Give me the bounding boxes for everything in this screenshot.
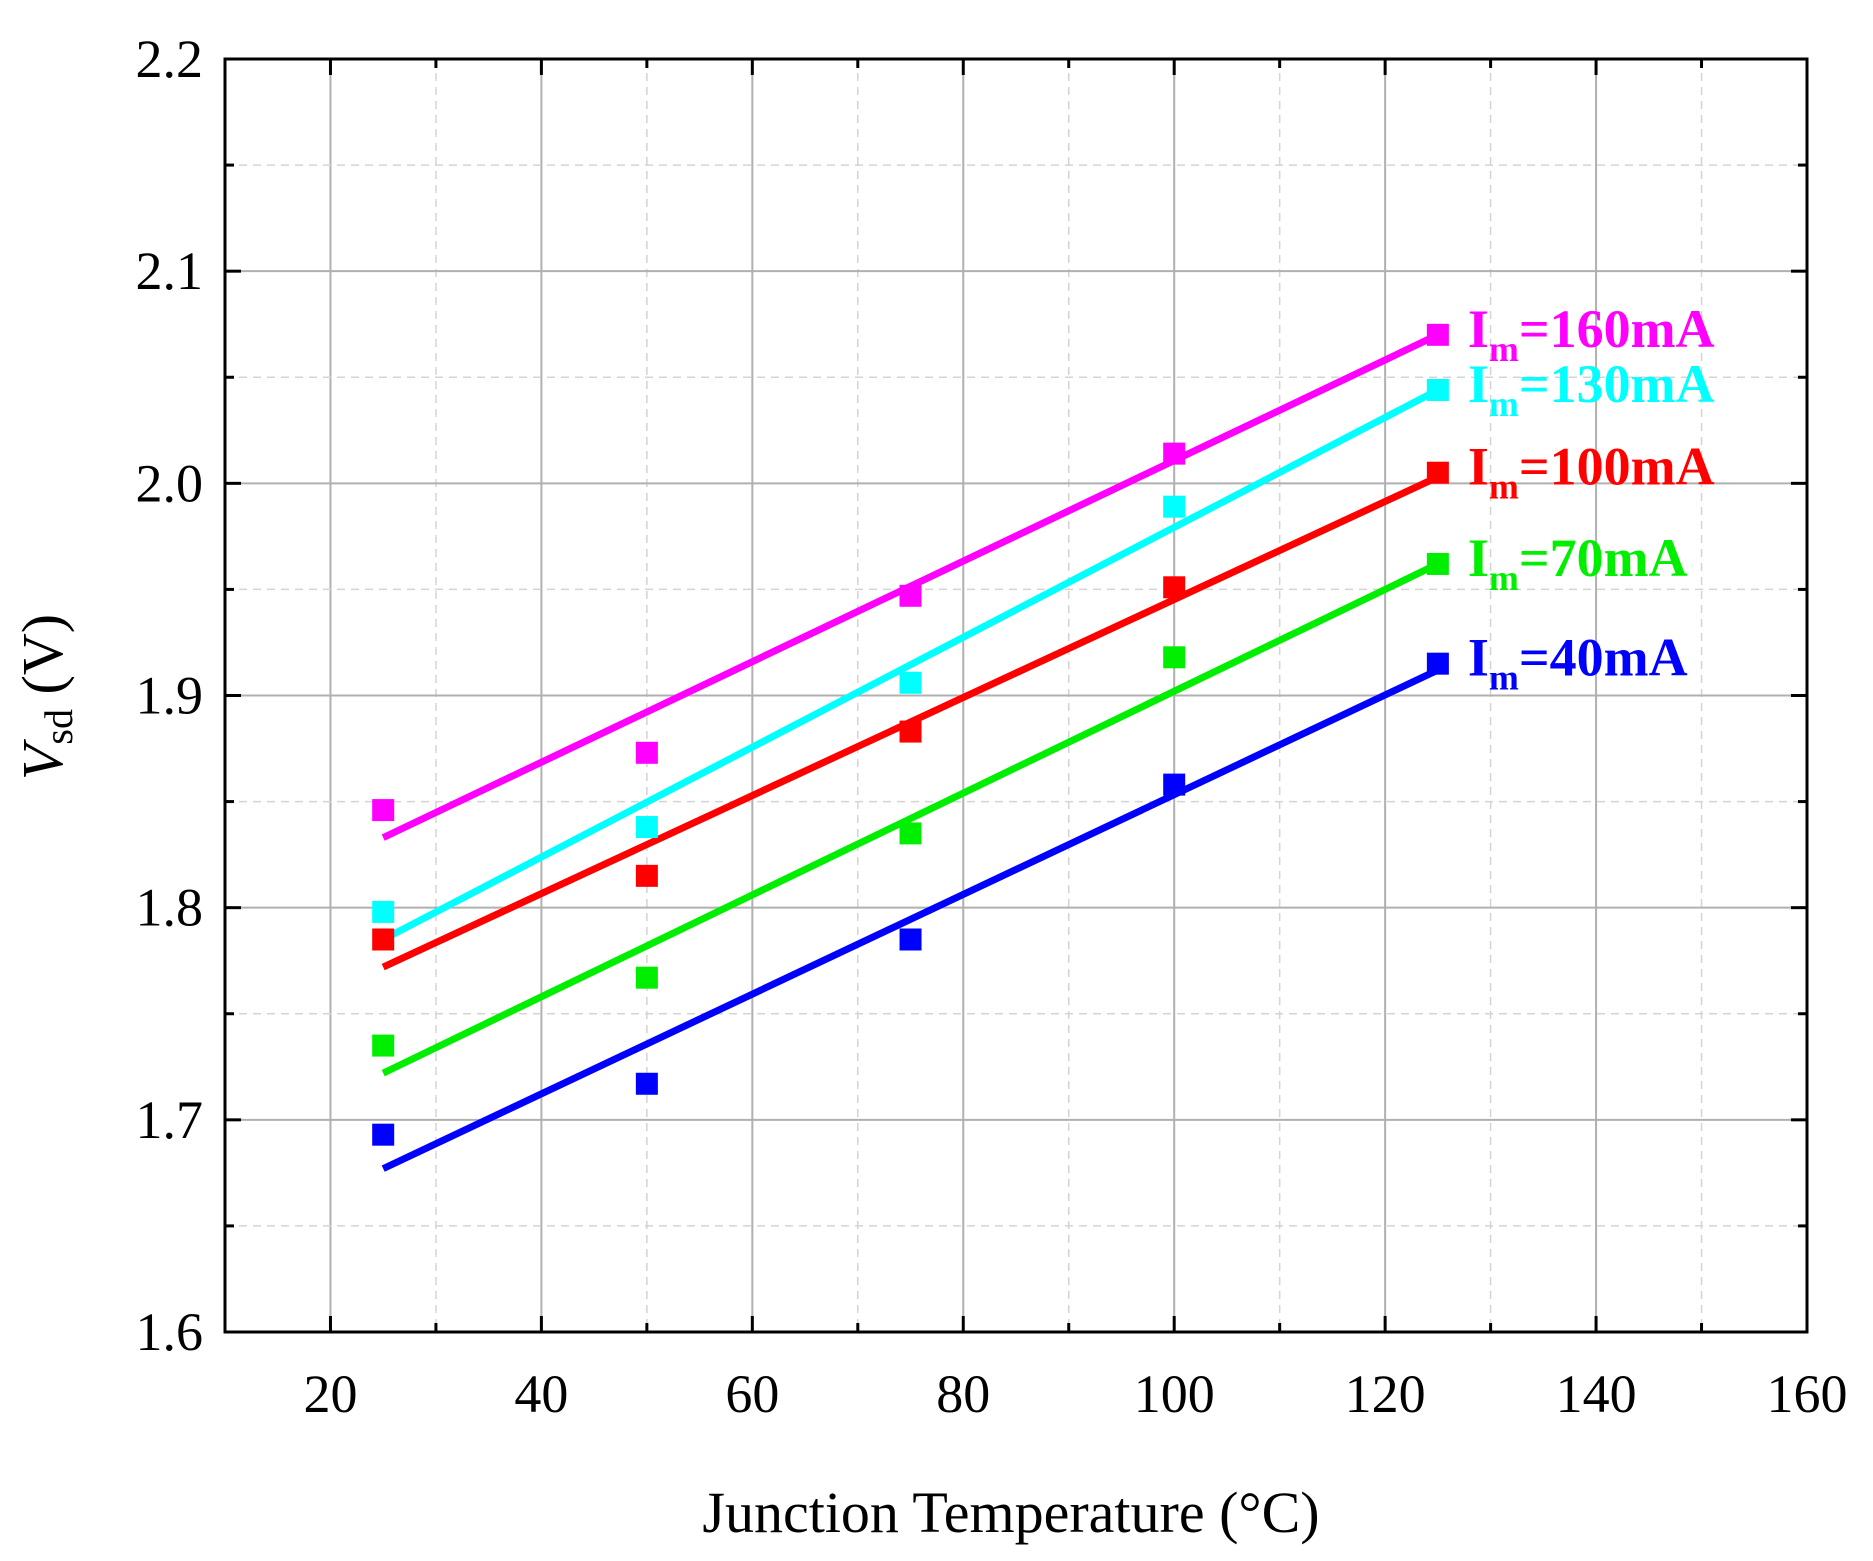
legend-label-main: I xyxy=(1468,354,1489,414)
legend-label-sub: m xyxy=(1489,467,1519,507)
y-axis-title: Vsd (V) xyxy=(10,614,81,780)
data-point-Im=160mA xyxy=(1163,442,1186,465)
data-point-Im=40mA xyxy=(1426,652,1449,675)
legend-label-main: I xyxy=(1468,437,1489,497)
legend-label-Im=40mA: Im=40mA xyxy=(1468,628,1688,698)
fit-line-Im=130mA xyxy=(381,386,1440,943)
legend-label-Im=70mA: Im=70mA xyxy=(1468,528,1688,598)
data-point-Im=130mA xyxy=(899,671,922,694)
data-point-Im=40mA xyxy=(372,1123,395,1146)
data-point-Im=70mA xyxy=(1163,646,1186,669)
legend-label-sub: m xyxy=(1489,384,1519,424)
legend-label-main: I xyxy=(1468,528,1489,588)
fit-line-Im=70mA xyxy=(381,560,1440,1077)
data-points xyxy=(372,323,1449,1146)
data-point-Im=160mA xyxy=(635,741,658,764)
x-tick-label: 20 xyxy=(303,1364,357,1424)
data-point-Im=100mA xyxy=(372,928,395,951)
data-point-Im=70mA xyxy=(899,822,922,845)
y-tick-label: 1.8 xyxy=(136,878,204,938)
y-tick-label: 1.7 xyxy=(136,1090,204,1150)
y-axis-title-sub: sd xyxy=(36,709,81,745)
data-point-Im=40mA xyxy=(635,1072,658,1095)
axis-ticks xyxy=(225,59,1807,1332)
y-tick-label: 1.6 xyxy=(136,1302,204,1362)
x-tick-label: 140 xyxy=(1556,1364,1637,1424)
x-tick-label: 60 xyxy=(725,1364,779,1424)
data-point-Im=70mA xyxy=(372,1034,395,1057)
data-point-Im=100mA xyxy=(635,864,658,887)
data-point-Im=40mA xyxy=(1163,773,1186,796)
data-point-Im=160mA xyxy=(899,584,922,607)
data-point-Im=100mA xyxy=(899,720,922,743)
y-tick-label: 1.9 xyxy=(136,666,204,726)
data-point-Im=130mA xyxy=(1163,495,1186,518)
y-axis-title-main: V xyxy=(10,738,75,780)
legend-label-Im=130mA: Im=130mA xyxy=(1468,354,1715,424)
grid xyxy=(225,59,1807,1332)
legend-label-sub: m xyxy=(1489,658,1519,698)
data-point-Im=100mA xyxy=(1426,461,1449,484)
x-axis-title: Junction Temperature (°C) xyxy=(702,1480,1319,1545)
legend-label-rest: =100mA xyxy=(1519,437,1715,497)
x-tick-label: 160 xyxy=(1767,1364,1848,1424)
data-point-Im=130mA xyxy=(1426,378,1449,401)
y-tick-label: 2.0 xyxy=(136,453,204,513)
data-point-Im=100mA xyxy=(1163,576,1186,599)
data-point-Im=70mA xyxy=(635,966,658,989)
fit-line-Im=40mA xyxy=(381,666,1440,1172)
legend-label-main: I xyxy=(1468,628,1489,688)
legend-label-rest: =130mA xyxy=(1519,354,1715,414)
data-point-Im=160mA xyxy=(1426,323,1449,346)
legend-label-rest: =160mA xyxy=(1519,299,1715,359)
x-tick-label: 80 xyxy=(936,1364,990,1424)
legend-label-rest: =40mA xyxy=(1519,628,1688,688)
x-tick-labels: 20 40 60 80 100 120 140 160 xyxy=(303,1364,1847,1424)
legend-label-sub: m xyxy=(1489,558,1519,598)
x-tick-label: 120 xyxy=(1345,1364,1426,1424)
data-point-Im=130mA xyxy=(372,900,395,923)
legend-label-Im=100mA: Im=100mA xyxy=(1468,437,1715,507)
y-tick-label: 2.1 xyxy=(136,241,204,301)
data-point-Im=40mA xyxy=(899,928,922,951)
x-tick-label: 40 xyxy=(514,1364,568,1424)
y-tick-labels: 1.6 1.7 1.8 1.9 2.0 2.1 2.2 xyxy=(136,29,204,1362)
data-point-Im=130mA xyxy=(635,816,658,839)
data-point-Im=160mA xyxy=(372,799,395,822)
legend-label-sub: m xyxy=(1489,329,1519,369)
legend-label-Im=160mA: Im=160mA xyxy=(1468,299,1715,369)
y-tick-label: 2.2 xyxy=(136,29,204,89)
legend-label-rest: =70mA xyxy=(1519,528,1688,588)
x-tick-label: 100 xyxy=(1134,1364,1215,1424)
data-point-Im=70mA xyxy=(1426,552,1449,575)
y-axis-title-unit: (V) xyxy=(10,614,75,709)
legend-label-main: I xyxy=(1468,299,1489,359)
